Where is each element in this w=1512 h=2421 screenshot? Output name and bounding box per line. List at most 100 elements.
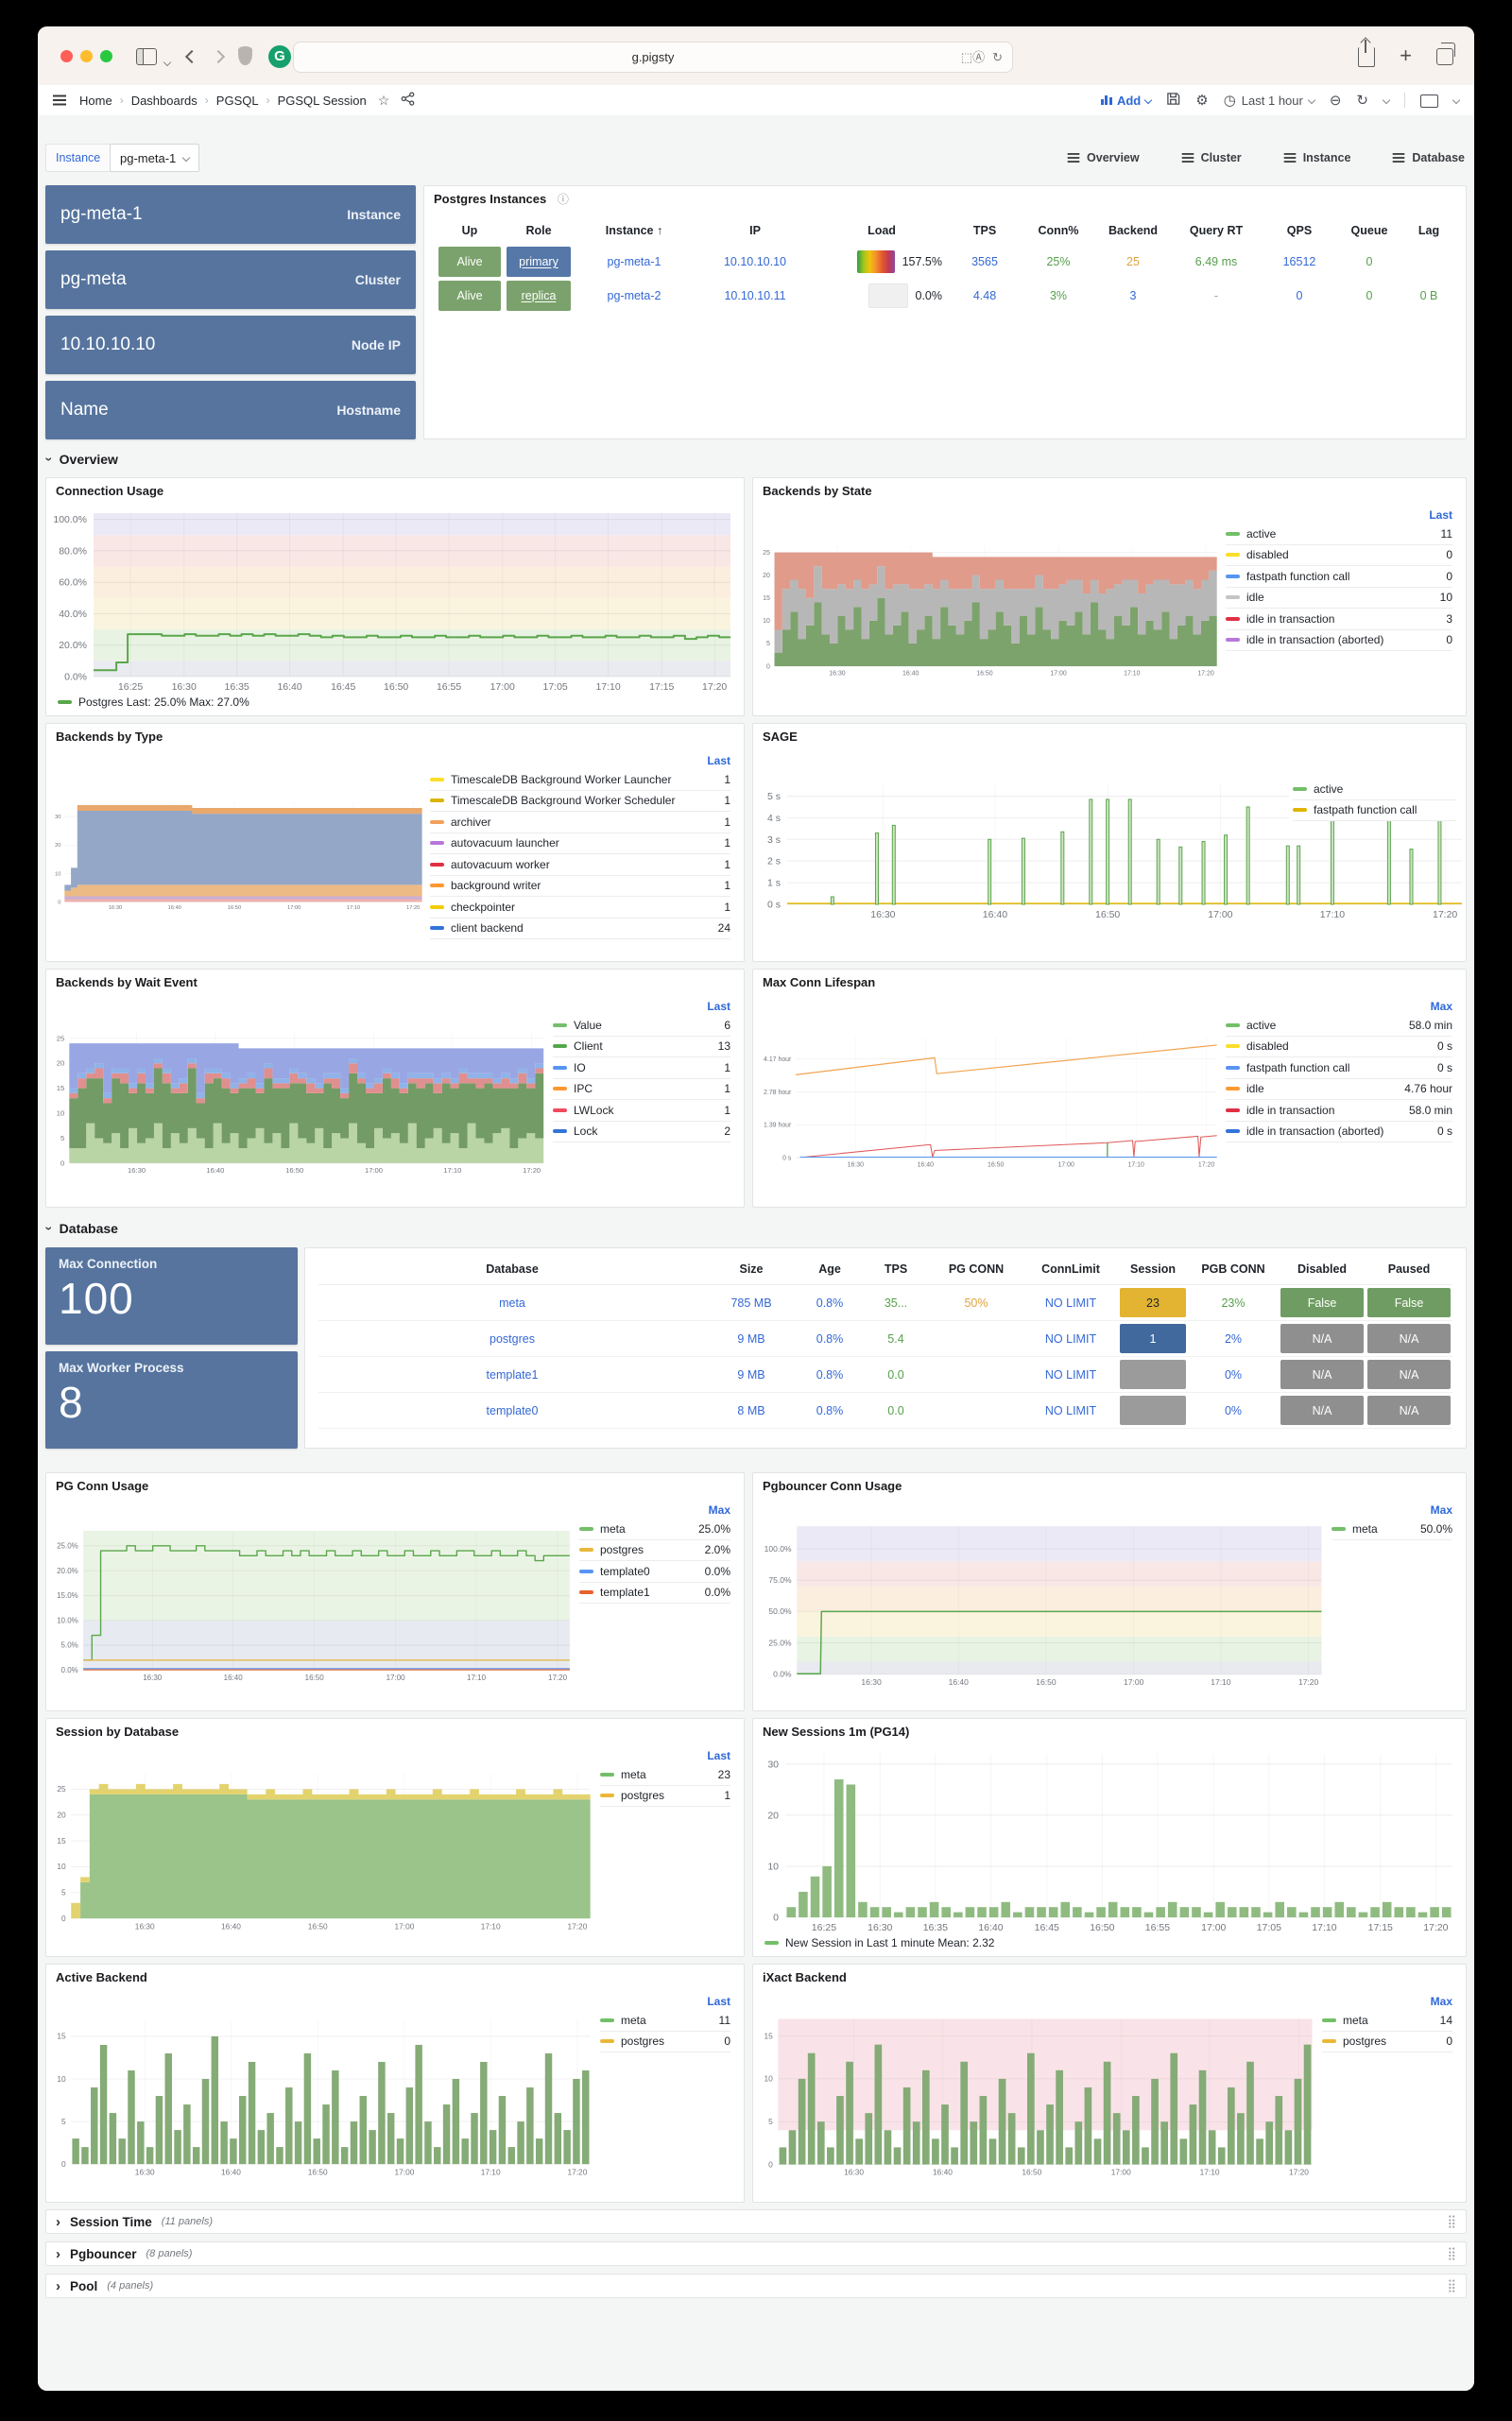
legend-item[interactable]: TimescaleDB Background Worker Launcher 1: [430, 769, 730, 791]
legend-item[interactable]: idle 4.76 hour: [1226, 1079, 1452, 1100]
legend-item[interactable]: background writer 1: [430, 876, 730, 897]
new-tab-button[interactable]: +: [1400, 43, 1412, 67]
col-instance[interactable]: Instance ↑: [605, 224, 663, 237]
kiosk-chevron-icon[interactable]: [1452, 95, 1461, 105]
privacy-shield-icon[interactable]: [238, 46, 252, 65]
forward-button[interactable]: [211, 49, 226, 66]
link-cluster[interactable]: Cluster: [1181, 151, 1242, 164]
legend-item[interactable]: template0 0.0%: [579, 1561, 730, 1583]
section-pgbouncer[interactable]: › Pgbouncer (8 panels) ⣿: [45, 2241, 1467, 2266]
role-badge[interactable]: primary: [507, 247, 571, 277]
legend-item[interactable]: archiver 1: [430, 812, 730, 833]
sidebar-toggle-icon[interactable]: [136, 48, 157, 65]
time-range-picker[interactable]: ◷ Last 1 hour: [1224, 92, 1316, 109]
legend-item[interactable]: Postgres Last: 25.0% Max: 27.0%: [58, 695, 249, 709]
legend-item[interactable]: idle 10: [1226, 588, 1452, 609]
col-age[interactable]: Age: [797, 1254, 863, 1285]
legend-item[interactable]: fastpath function call 0 s: [1226, 1057, 1452, 1079]
kiosk-mode-icon[interactable]: [1420, 94, 1438, 108]
ip-link[interactable]: 10.10.10.10: [723, 255, 787, 268]
legend-item[interactable]: meta 14: [1322, 2010, 1452, 2032]
col-qps[interactable]: QPS: [1286, 224, 1313, 237]
legend-item[interactable]: Lock 2: [553, 1122, 730, 1142]
section-overview[interactable]: › Overview: [42, 452, 118, 467]
col-backend[interactable]: Backend: [1108, 224, 1159, 237]
legend-item[interactable]: autovacuum launcher 1: [430, 833, 730, 854]
col-session[interactable]: Session: [1118, 1254, 1188, 1285]
legend-item[interactable]: meta 25.0%: [579, 1519, 730, 1540]
favorite-star-icon[interactable]: ☆: [377, 92, 390, 108]
col-ip[interactable]: IP: [749, 224, 761, 237]
legend-item[interactable]: checkpointer 1: [430, 897, 730, 919]
col-connlimit[interactable]: ConnLimit: [1023, 1254, 1118, 1285]
legend-item[interactable]: meta 23: [600, 1764, 730, 1786]
col-paused[interactable]: Paused: [1366, 1254, 1452, 1285]
instance-link[interactable]: pg-meta-1: [607, 255, 662, 268]
legend-item[interactable]: disabled 0: [1226, 545, 1452, 566]
instance-link[interactable]: pg-meta-2: [607, 289, 662, 302]
col-load[interactable]: Load: [868, 224, 896, 237]
legend-item[interactable]: LWLock 1: [553, 1100, 730, 1122]
database-link[interactable]: meta: [318, 1285, 706, 1321]
legend-item[interactable]: active: [1293, 779, 1456, 800]
legend-item[interactable]: Value 6: [553, 1015, 730, 1037]
legend-item[interactable]: New Session in Last 1 minute Mean: 2.32: [765, 1936, 994, 1949]
legend-item[interactable]: meta 11: [600, 2010, 730, 2032]
col-tps[interactable]: TPS: [863, 1254, 929, 1285]
col-size[interactable]: Size: [706, 1254, 797, 1285]
col-role[interactable]: Role: [525, 224, 552, 237]
sidebar-chevron-icon[interactable]: [163, 53, 172, 70]
section-session-time[interactable]: › Session Time (11 panels) ⣿: [45, 2209, 1467, 2234]
legend-item[interactable]: fastpath function call 0: [1226, 566, 1452, 588]
legend-item[interactable]: IPC 1: [553, 1079, 730, 1100]
grammarly-extension-icon[interactable]: G: [268, 45, 291, 68]
drag-handle-icon[interactable]: ⣿: [1447, 2214, 1456, 2228]
legend-item[interactable]: fastpath function call: [1293, 800, 1456, 821]
col-lag[interactable]: Lag: [1418, 224, 1440, 237]
menu-icon[interactable]: [53, 99, 66, 101]
col-database[interactable]: Database: [318, 1254, 706, 1285]
col-conn[interactable]: Conn%: [1038, 224, 1079, 237]
col-up[interactable]: Up: [461, 224, 478, 237]
database-link[interactable]: template1: [318, 1357, 706, 1393]
col-tps[interactable]: TPS: [972, 224, 997, 237]
zoom-window-button[interactable]: [100, 50, 112, 62]
breadcrumb-dashboards[interactable]: Dashboards: [130, 93, 198, 108]
save-dashboard-button[interactable]: [1166, 92, 1180, 109]
col-query-rt[interactable]: Query RT: [1189, 224, 1244, 237]
legend-item[interactable]: client backend 24: [430, 919, 730, 939]
instance-variable-select[interactable]: pg-meta-1: [110, 144, 200, 172]
share-icon[interactable]: [1358, 40, 1376, 67]
minimize-window-button[interactable]: [80, 50, 93, 62]
legend-item[interactable]: template1 0.0%: [579, 1583, 730, 1604]
section-pool[interactable]: › Pool (4 panels) ⣿: [45, 2274, 1467, 2298]
link-overview[interactable]: Overview: [1067, 151, 1140, 164]
refresh-interval-chevron-icon[interactable]: [1382, 95, 1391, 105]
legend-item[interactable]: idle in transaction (aborted) 0 s: [1226, 1122, 1452, 1142]
link-database[interactable]: Database: [1392, 151, 1465, 164]
legend-item[interactable]: postgres 1: [600, 1786, 730, 1807]
close-window-button[interactable]: [60, 50, 73, 62]
legend-item[interactable]: TimescaleDB Background Worker Scheduler 1: [430, 791, 730, 812]
refresh-icon[interactable]: ↻: [1356, 93, 1368, 109]
legend-item[interactable]: active 58.0 min: [1226, 1015, 1452, 1037]
zoom-out-icon[interactable]: ⊖: [1329, 93, 1342, 109]
database-link[interactable]: template0: [318, 1393, 706, 1429]
col-pg-conn[interactable]: PG CONN: [929, 1254, 1023, 1285]
database-link[interactable]: postgres: [318, 1321, 706, 1357]
breadcrumb-home[interactable]: Home: [79, 93, 112, 108]
legend-item[interactable]: Client 13: [553, 1037, 730, 1057]
drag-handle-icon[interactable]: ⣿: [1447, 2246, 1456, 2260]
legend-item[interactable]: idle in transaction (aborted) 0: [1226, 630, 1452, 651]
drag-handle-icon[interactable]: ⣿: [1447, 2278, 1456, 2292]
legend-item[interactable]: autovacuum worker 1: [430, 854, 730, 876]
section-database[interactable]: › Database: [42, 1221, 118, 1236]
col-queue[interactable]: Queue: [1350, 224, 1388, 237]
legend-item[interactable]: meta 50.0%: [1332, 1519, 1452, 1540]
tab-overview-icon[interactable]: [1436, 42, 1455, 65]
dashboard-settings-gear-icon[interactable]: ⚙: [1195, 93, 1209, 109]
link-instance[interactable]: Instance: [1283, 151, 1350, 164]
legend-item[interactable]: active 11: [1226, 524, 1452, 545]
translate-icon[interactable]: ⬚Ⓐ: [960, 50, 986, 64]
legend-item[interactable]: postgres 2.0%: [579, 1540, 730, 1561]
